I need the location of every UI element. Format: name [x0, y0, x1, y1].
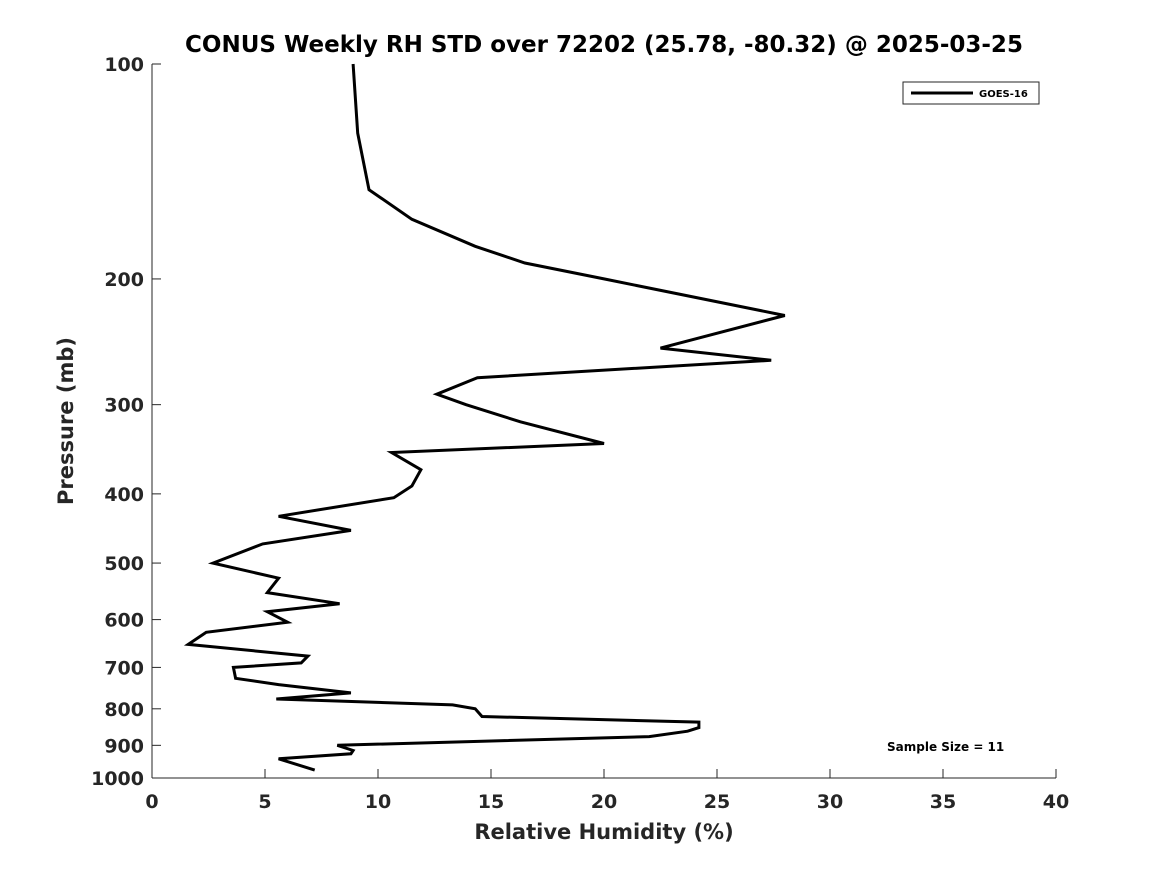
y-tick-label: 800 [104, 699, 144, 721]
x-tick-label: 15 [478, 791, 504, 813]
series-line-goes-16 [183, 63, 786, 772]
x-tick-label: 5 [258, 791, 271, 813]
y-tick-label: 100 [104, 54, 144, 76]
y-tick-label: 600 [104, 610, 144, 632]
x-axis-ticks: 0 5 10 15 20 25 30 35 40 [145, 769, 1069, 813]
y-tick-label: 700 [104, 657, 144, 679]
x-tick-label: 0 [145, 791, 158, 813]
y-tick-label: 200 [104, 269, 144, 291]
series-group [183, 63, 786, 772]
x-tick-label: 25 [704, 791, 730, 813]
x-tick-label: 10 [365, 791, 391, 813]
y-tick-label: 300 [104, 395, 144, 417]
y-tick-label: 400 [104, 484, 144, 506]
x-tick-label: 30 [817, 791, 843, 813]
y-tick-label: 1000 [91, 768, 144, 790]
x-tick-label: 40 [1043, 791, 1069, 813]
legend: GOES-16 [902, 81, 1040, 105]
legend-entry: GOES-16 [979, 89, 1028, 100]
x-tick-label: 20 [591, 791, 617, 813]
x-tick-label: 35 [930, 791, 956, 813]
y-tick-label: 900 [104, 735, 144, 757]
chart-title: CONUS Weekly RH STD over 72202 (25.78, -… [185, 32, 1023, 58]
x-axis-label: Relative Humidity (%) [474, 820, 733, 844]
y-tick-label: 500 [104, 553, 144, 575]
y-axis-label: Pressure (mb) [54, 337, 78, 505]
y-axis-ticks: 100 200 300 400 500 600 700 800 900 1000 [91, 54, 161, 790]
sample-size-annotation: Sample Size = 11 [887, 740, 1004, 754]
